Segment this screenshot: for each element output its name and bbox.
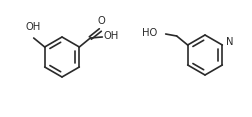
Text: O: O	[97, 16, 105, 26]
Text: N: N	[226, 37, 233, 47]
Text: OH: OH	[25, 22, 40, 32]
Text: HO: HO	[142, 28, 157, 38]
Text: OH: OH	[103, 31, 118, 41]
